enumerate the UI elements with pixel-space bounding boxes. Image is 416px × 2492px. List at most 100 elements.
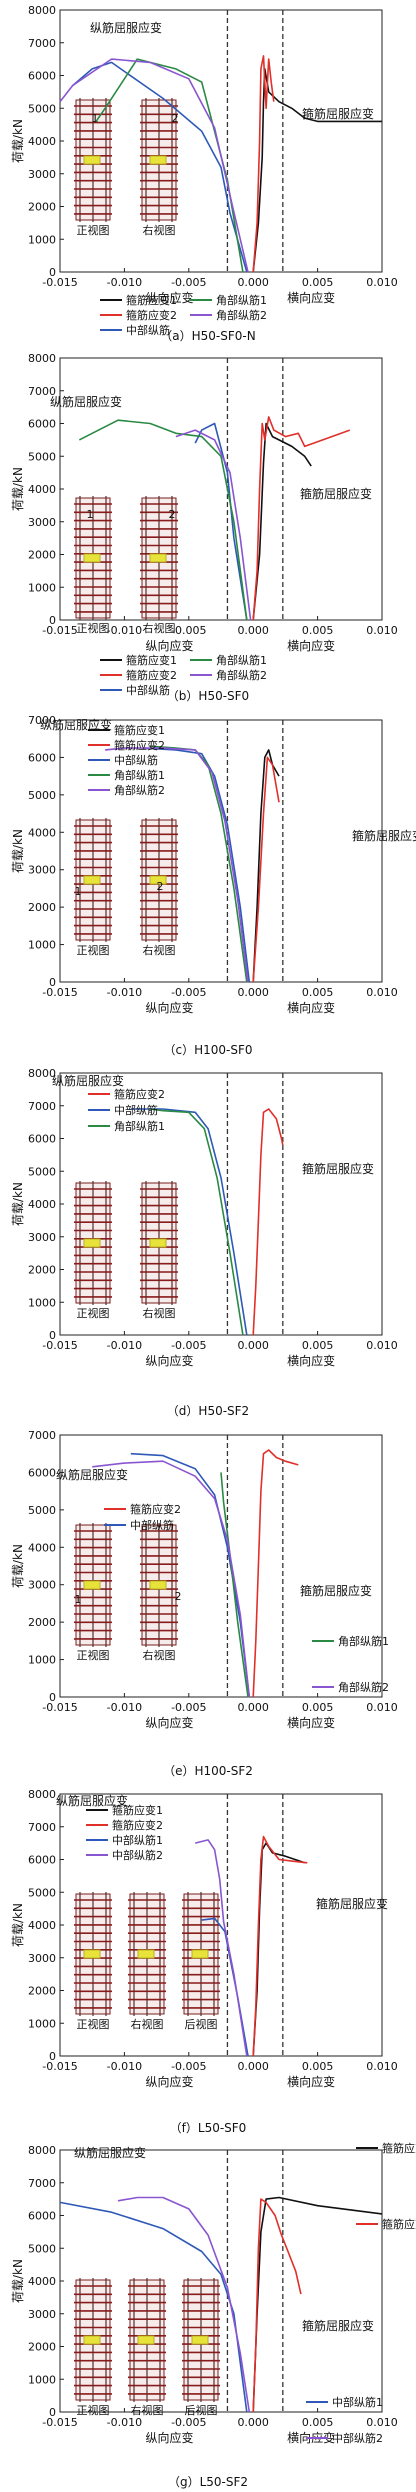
rebar-cage-sketch	[140, 1181, 178, 1305]
view-label: 右视图	[143, 943, 176, 957]
x-tick-label: 0.000	[237, 1701, 269, 1714]
panel-caption: （b）H50-SF0	[167, 689, 249, 703]
y-tick-label: 4000	[28, 483, 56, 496]
y-axis-label: 荷载/kN	[11, 1182, 25, 1226]
strain-gauge	[149, 1580, 167, 1590]
strain-gauge	[83, 1238, 101, 1248]
x-tick-label: -0.010	[107, 1701, 142, 1714]
stirrup-yield-label: 箍筋屈服应变	[302, 1161, 374, 1176]
series-line	[195, 1839, 248, 2057]
series-line	[72, 61, 248, 273]
y-tick-label: 6000	[28, 751, 56, 764]
legend-label: 角部纵筋1	[114, 768, 165, 782]
series-line	[252, 1449, 299, 1698]
y-tick-label: 1000	[28, 939, 56, 952]
legend-label: 角部纵筋2	[216, 308, 267, 322]
rebar-cage-sketch	[182, 1892, 220, 2016]
legend-label: 中部纵筋	[130, 1518, 174, 1532]
chart-panel: 0 1000 2000 3000 4000 5000 6000 7000 -0.015 -0.01…	[11, 1429, 398, 1778]
x-tick-label: -0.010	[107, 276, 142, 289]
y-tick-label: 6000	[28, 1466, 56, 1479]
panel-caption: （c）H100-SF0	[163, 1043, 252, 1057]
legend-label: 箍筋应变1	[126, 653, 177, 667]
strain-gauge	[137, 2335, 155, 2345]
y-tick-label: 7000	[28, 37, 56, 50]
series-line	[59, 58, 249, 273]
y-tick-label: 5000	[28, 2242, 56, 2255]
y-tick-label: 2000	[28, 201, 56, 214]
stirrup-yield-label: 箍筋屈服应变	[300, 486, 372, 501]
panel-caption: （f）L50-SF0	[170, 2121, 247, 2135]
view-label: 正视图	[77, 2403, 110, 2417]
y-tick-label: 5000	[28, 1165, 56, 1178]
legend-label: 角部纵筋1	[216, 293, 267, 307]
y-tick-label: 6000	[28, 70, 56, 83]
y-tick-label: 7000	[28, 385, 56, 398]
x-tick-label: -0.015	[42, 2416, 77, 2429]
y-axis-label: 荷载/kN	[11, 2259, 25, 2303]
panel-caption: （a）H50-SF0-N	[160, 329, 255, 343]
chart-panel: 0 1000 2000 3000 4000 5000 6000 7000 -0.015 -0.01…	[11, 714, 416, 1057]
y-tick-label: 7000	[28, 1821, 56, 1834]
x-tick-label: 0.000	[237, 276, 269, 289]
view-label: 右视图	[131, 2403, 164, 2417]
y-tick-label: 4000	[28, 1198, 56, 1211]
strain-gauge	[149, 155, 167, 165]
x-tick-label: -0.005	[171, 276, 206, 289]
strain-gauge	[83, 875, 101, 885]
chart-panel: 0 1000 2000 3000 4000 5000 6000 7000 8000 -0.015 -…	[11, 2141, 416, 2489]
y-tick-label: 3000	[28, 2308, 56, 2321]
y-tick-label: 1000	[28, 581, 56, 594]
y-tick-label: 6000	[28, 2210, 56, 2223]
rebar-cage-sketch	[74, 818, 112, 942]
series-line	[117, 2196, 251, 2413]
legend-label: 箍筋应变2	[126, 308, 177, 322]
x-tick-label: 0.005	[302, 624, 334, 637]
y-tick-label: 2000	[28, 1616, 56, 1629]
y-tick-label: 3000	[28, 864, 56, 877]
longitudinal-yield-label: 纵筋屈服应变	[40, 717, 112, 732]
x-tick-label: 0.000	[237, 2060, 269, 2073]
view-label: 后视图	[185, 2017, 218, 2031]
rebar-cage-sketch	[182, 2278, 220, 2402]
stirrup-yield-label: 箍筋屈服应变	[300, 1583, 372, 1598]
y-tick-label: 8000	[28, 4, 56, 17]
x-axis-label-longitudinal: 纵向应变	[145, 290, 193, 305]
legend-label: 角部纵筋2	[338, 1680, 389, 1694]
rebar-cage-sketch	[74, 1181, 112, 1305]
y-tick-label: 0	[49, 266, 56, 279]
y-tick-label: 0	[49, 1329, 56, 1342]
y-tick-label: 4000	[28, 135, 56, 148]
y-tick-label: 0	[49, 2050, 56, 2063]
y-tick-label: 7000	[28, 1429, 56, 1442]
x-tick-label: 0.000	[237, 2416, 269, 2429]
legend-label: 中部纵筋2	[112, 1848, 163, 1862]
series-line	[143, 747, 251, 983]
legend-label: 角部纵筋2	[114, 783, 165, 797]
longitudinal-yield-label: 纵筋屈服应变	[90, 20, 162, 35]
view-label: 正视图	[77, 223, 110, 237]
x-tick-label: -0.015	[42, 2060, 77, 2073]
y-tick-label: 1000	[28, 233, 56, 246]
x-tick-label: -0.015	[42, 276, 77, 289]
y-tick-label: 2000	[28, 1985, 56, 1998]
gauge-number-label: 1	[75, 885, 82, 898]
x-tick-label: -0.005	[171, 2416, 206, 2429]
series-line	[92, 1460, 251, 1698]
y-tick-label: 0	[49, 614, 56, 627]
gauge-number-label: 2	[169, 508, 176, 521]
stirrup-yield-label: 箍筋屈服应变	[316, 1896, 388, 1911]
strain-gauge	[149, 553, 167, 563]
series-line	[252, 756, 280, 983]
stirrup-yield-label: 箍筋屈服应变	[352, 828, 416, 843]
legend-label: 中部纵筋1	[332, 2395, 383, 2409]
gauge-number-label: 1	[87, 508, 94, 521]
x-tick-label: 0.010	[366, 276, 398, 289]
x-axis-label-transverse: 横向应变	[287, 638, 335, 653]
panel-caption: （e）H100-SF2	[163, 1764, 253, 1778]
legend-label: 中部纵筋	[126, 323, 170, 337]
y-tick-label: 0	[49, 1691, 56, 1704]
x-tick-label: 0.010	[366, 624, 398, 637]
x-axis-label-transverse: 横向应变	[287, 1000, 335, 1015]
y-tick-label: 6000	[28, 1133, 56, 1146]
